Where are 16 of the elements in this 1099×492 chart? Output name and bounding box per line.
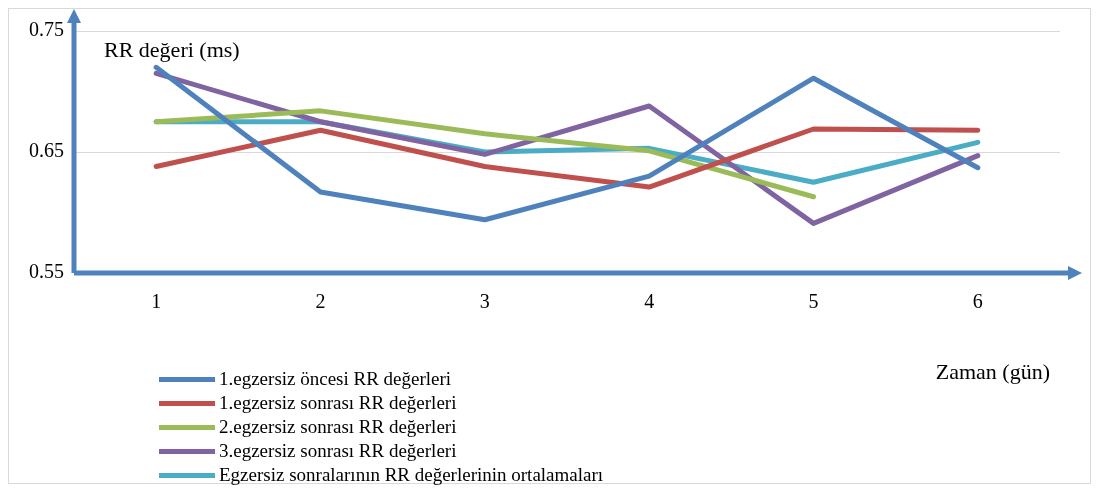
legend-label: 1.egzersiz sonrası RR değerleri bbox=[219, 392, 457, 414]
x-tick-label: 6 bbox=[972, 290, 983, 313]
legend-label: 3.egzersiz sonrası RR değerleri bbox=[219, 440, 457, 462]
legend-label: 2.egzersiz sonrası RR değerleri bbox=[219, 416, 457, 438]
y-tick-label: 0.75 bbox=[29, 18, 64, 41]
x-tick-label: 5 bbox=[808, 290, 819, 313]
legend-label: Egzersiz sonralarının RR değerlerinin ortalamaları bbox=[219, 464, 604, 486]
y-tick-label: 0.65 bbox=[29, 139, 64, 162]
x-tick-label: 1 bbox=[151, 290, 162, 313]
y-tick-label: 0.55 bbox=[29, 260, 64, 283]
x-tick-label: 2 bbox=[315, 290, 326, 313]
x-tick-label: 3 bbox=[479, 290, 490, 313]
y-axis-title: RR değeri (ms) bbox=[104, 36, 240, 62]
legend-label: 1.egzersiz öncesi RR değerleri bbox=[219, 368, 452, 390]
x-tick-label: 4 bbox=[644, 290, 655, 313]
x-axis-title: Zaman (gün) bbox=[935, 358, 1050, 384]
